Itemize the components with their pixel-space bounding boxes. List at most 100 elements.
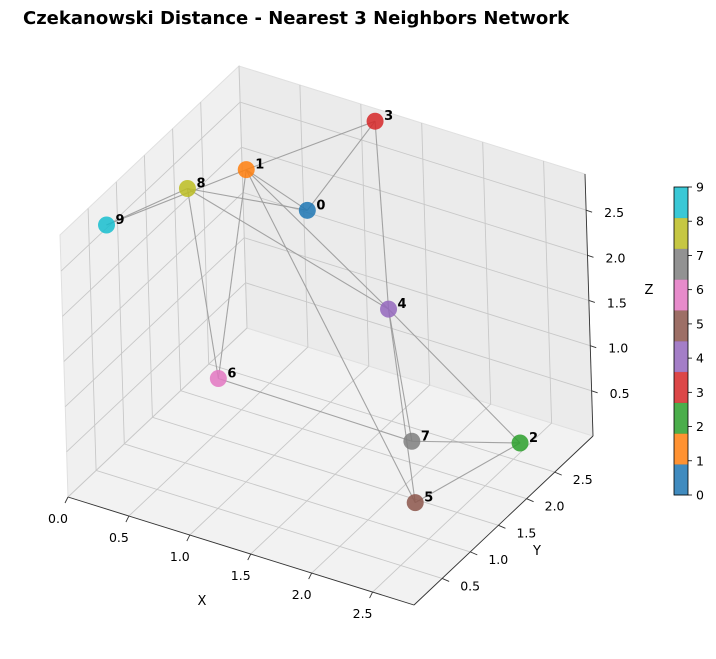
x-tick-label: 1.0 bbox=[170, 549, 190, 564]
edge-line bbox=[245, 169, 308, 211]
x-tick-mark bbox=[308, 572, 313, 580]
node-point bbox=[98, 216, 116, 234]
node-label: 3 bbox=[384, 109, 393, 124]
x-axis-label: X bbox=[198, 594, 207, 609]
z-tick-label: 1.0 bbox=[608, 341, 628, 356]
y-tick-mark bbox=[441, 578, 450, 582]
edge-line bbox=[388, 308, 521, 444]
colorbar-tick-label: 3 bbox=[696, 385, 704, 400]
node-label: 1 bbox=[255, 158, 264, 173]
colorbar: 0 1 2 3 4 5 6 7 8 9 bbox=[673, 180, 704, 503]
node-point bbox=[380, 300, 398, 318]
grid-line-y bbox=[200, 102, 555, 473]
colorbar-segment bbox=[674, 279, 688, 311]
z-tick-mark bbox=[585, 209, 593, 213]
colorbar-segment bbox=[674, 248, 688, 280]
colorbar-tick-label: 6 bbox=[696, 282, 704, 297]
grid-line-x bbox=[189, 103, 370, 536]
colorbar-tick-label: 5 bbox=[696, 316, 704, 331]
node-point bbox=[511, 434, 529, 452]
x-tick-mark bbox=[186, 534, 191, 542]
z-tick-mark bbox=[588, 300, 596, 303]
edge-line bbox=[245, 169, 389, 310]
grid-line-y bbox=[143, 155, 499, 526]
chart-title: Czekanowski Distance - Nearest 3 Neighbo… bbox=[23, 8, 570, 29]
z-tick-label: 1.5 bbox=[607, 295, 627, 310]
grid-line-z bbox=[66, 282, 592, 453]
colorbar-frame bbox=[673, 186, 689, 496]
colorbar-segment bbox=[674, 371, 688, 403]
node-label: 9 bbox=[116, 213, 125, 228]
edge-line bbox=[186, 188, 219, 379]
edge-line bbox=[187, 187, 308, 211]
grid-line-y bbox=[172, 128, 527, 500]
node-point bbox=[366, 112, 384, 130]
y-tick-label: 2.5 bbox=[573, 472, 593, 487]
node-point bbox=[406, 494, 424, 512]
grid-line-x bbox=[250, 122, 431, 555]
colorbar-segment bbox=[674, 310, 688, 342]
grid-line-z bbox=[60, 101, 587, 272]
grid-lines bbox=[60, 65, 592, 593]
edge-line bbox=[218, 378, 413, 442]
colorbar-tick-label: 8 bbox=[696, 214, 704, 229]
grid-line-x bbox=[67, 65, 248, 498]
axis-lines bbox=[67, 173, 594, 606]
edge-line bbox=[106, 187, 188, 226]
node-label: 8 bbox=[196, 176, 205, 191]
node-label: 5 bbox=[424, 491, 433, 506]
y-tick-mark bbox=[470, 551, 478, 556]
edge-line bbox=[387, 309, 413, 442]
colorbar-segment bbox=[674, 464, 688, 496]
z-axis-line bbox=[584, 173, 594, 437]
node-point bbox=[237, 161, 255, 179]
x-tick-label: 0.5 bbox=[109, 530, 129, 545]
edge-line bbox=[246, 120, 376, 171]
y-axis-label: Y bbox=[532, 544, 541, 559]
y-tick-mark bbox=[526, 498, 534, 503]
z-tick-label: 2.5 bbox=[604, 205, 624, 220]
colorbar-tick-label: 1 bbox=[696, 453, 704, 468]
z-tick-label: 2.0 bbox=[606, 250, 626, 265]
y-axis-line bbox=[413, 435, 594, 606]
colorbar-tick-label: 9 bbox=[696, 180, 704, 195]
colorbar-segment bbox=[674, 402, 688, 434]
grid-line-z bbox=[62, 146, 588, 317]
y-tick-label: 1.0 bbox=[488, 552, 508, 567]
network-nodes: 0 1 2 3 4 5 6 7 8 9 bbox=[98, 109, 538, 512]
z-tick-mark bbox=[590, 345, 597, 349]
edge-line bbox=[306, 120, 376, 211]
node-point bbox=[403, 432, 421, 450]
x-tick-label: 0.0 bbox=[48, 511, 68, 526]
node-label: 4 bbox=[398, 297, 407, 312]
x-tick-label: 2.0 bbox=[292, 587, 312, 602]
x-tick-mark bbox=[369, 591, 373, 599]
edge-line bbox=[411, 440, 521, 444]
colorbar-tick-label: 0 bbox=[696, 488, 704, 503]
edge-line bbox=[217, 169, 247, 379]
grid-line-y bbox=[115, 181, 471, 553]
edge-line bbox=[387, 309, 416, 503]
z-tick-mark bbox=[591, 390, 598, 394]
x-axis-line bbox=[67, 496, 415, 606]
tick-labels: 0.0 0.5 1.0 1.5 2.0 2.5 0.5 1.0 1.5 2.0 2.5 0.5 1.0 1… bbox=[48, 205, 653, 621]
colorbar-segment bbox=[674, 433, 688, 465]
grid-line-y bbox=[87, 208, 443, 579]
node-label: 2 bbox=[529, 431, 538, 446]
grid-line-x bbox=[372, 161, 553, 593]
z-tick-label: 0.5 bbox=[610, 386, 630, 401]
colorbar-tick-label: 4 bbox=[696, 351, 704, 366]
colorbar-segment bbox=[674, 187, 688, 219]
edge-line bbox=[106, 169, 247, 226]
colorbar-tick-label: 7 bbox=[696, 248, 704, 263]
x-tick-mark bbox=[247, 553, 252, 561]
y-tick-mark bbox=[554, 471, 562, 476]
x-tick-mark bbox=[125, 515, 130, 523]
node-point bbox=[209, 370, 227, 388]
axis-panes bbox=[59, 64, 594, 606]
grid-line-x bbox=[128, 84, 309, 517]
z-axis-label: Z bbox=[645, 283, 654, 298]
node-label: 6 bbox=[227, 367, 236, 382]
node-label: 0 bbox=[316, 198, 325, 213]
